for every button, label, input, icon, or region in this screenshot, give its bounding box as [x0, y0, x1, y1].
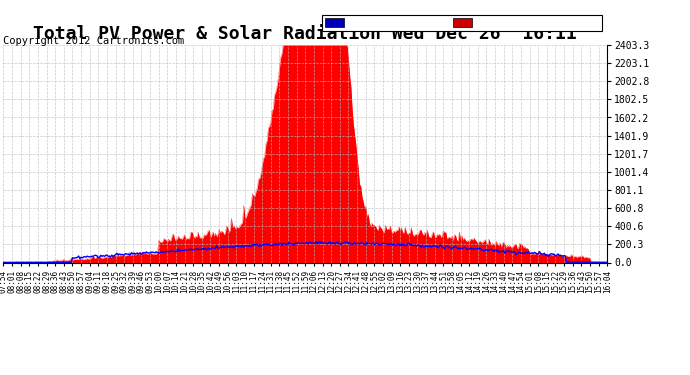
Legend: Radiation  (W/m2), PV Panels  (DC Watts): Radiation (W/m2), PV Panels (DC Watts) [322, 15, 602, 31]
Text: Copyright 2012 Cartronics.com: Copyright 2012 Cartronics.com [3, 36, 185, 46]
Title: Total PV Power & Solar Radiation Wed Dec 26  16:11: Total PV Power & Solar Radiation Wed Dec… [33, 26, 578, 44]
